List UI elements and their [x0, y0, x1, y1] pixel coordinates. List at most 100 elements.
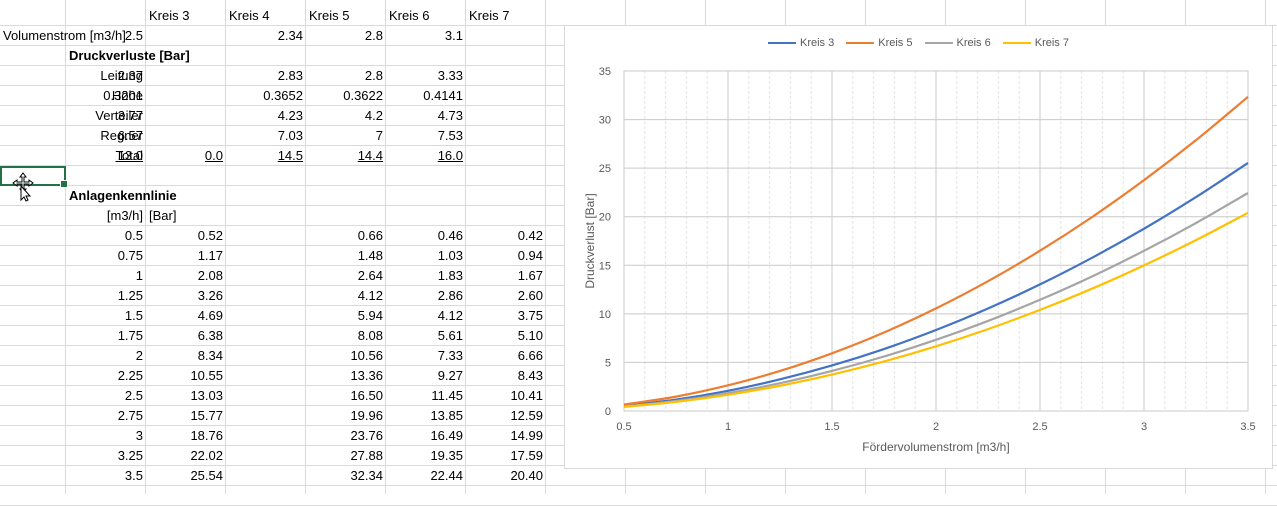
loss-row-value[interactable]: 4.73	[437, 108, 463, 123]
kennlinie-kreis3[interactable]: 2.08	[197, 268, 223, 283]
anlagenkennlinie-heading[interactable]: Anlagenkennlinie	[69, 188, 177, 203]
kennlinie-kreis7[interactable]: 0.94	[517, 248, 543, 263]
fill-handle[interactable]	[60, 180, 68, 188]
kennlinie-kreis7[interactable]: 20.40	[510, 468, 543, 483]
kennlinie-kreis6[interactable]: 7.33	[437, 348, 463, 363]
total-value[interactable]: 14.4	[357, 148, 383, 163]
loss-row-value[interactable]	[146, 86, 226, 106]
kennlinie-kreis5[interactable]: 23.76	[350, 428, 383, 443]
kennlinie-kreis3[interactable]: 10.55	[190, 368, 223, 383]
line-chart[interactable]: Kreis 3 Kreis 5 Kreis 6 Kreis 7 0 5 10 15 20 25 3…	[564, 25, 1273, 469]
volumenstrom-value[interactable]: 2.5	[124, 28, 143, 43]
kennlinie-kreis3[interactable]: 8.34	[197, 348, 223, 363]
column-header-cell[interactable]: Kreis 4	[229, 8, 270, 23]
kennlinie-kreis6[interactable]: 16.49	[430, 428, 463, 443]
volumenstrom-label[interactable]: Volumenstrom [m3/h]	[3, 28, 126, 43]
kennlinie-kreis5[interactable]: 32.34	[350, 468, 383, 483]
column-header-cell[interactable]: Kreis 6	[389, 8, 430, 23]
kennlinie-kreis5[interactable]: 4.12	[357, 288, 383, 303]
unit-bar-label[interactable]: [Bar]	[149, 208, 177, 223]
loss-row-value[interactable]: 0.3201	[103, 88, 143, 103]
kennlinie-flow[interactable]: 2.75	[117, 408, 143, 423]
loss-row-label[interactable]: Regner	[100, 128, 143, 143]
loss-row-value[interactable]	[146, 126, 226, 146]
kennlinie-kreis3[interactable]: 13.03	[190, 388, 223, 403]
loss-row-value[interactable]: 2.8	[364, 68, 383, 83]
column-header-cell[interactable]: Kreis 5	[309, 8, 350, 23]
volumenstrom-value[interactable]	[146, 26, 226, 46]
kennlinie-flow[interactable]: 0.75	[117, 248, 143, 263]
kennlinie-kreis7[interactable]: 2.60	[517, 288, 543, 303]
loss-row-value[interactable]	[146, 106, 226, 126]
kennlinie-flow[interactable]: 1.75	[117, 328, 143, 343]
kennlinie-flow[interactable]: 3	[135, 428, 143, 443]
kennlinie-kreis7[interactable]: 6.66	[517, 348, 543, 363]
kennlinie-flow[interactable]: 0.5	[124, 228, 143, 243]
kennlinie-kreis3[interactable]: 3.26	[197, 288, 223, 303]
kennlinie-kreis3[interactable]: 18.76	[190, 428, 223, 443]
kennlinie-kreis5[interactable]: 2.64	[357, 268, 383, 283]
volumenstrom-value[interactable]: 2.34	[277, 28, 303, 43]
loss-row-label[interactable]: Verteiler	[95, 108, 143, 123]
kennlinie-kreis6[interactable]: 2.86	[437, 288, 463, 303]
kennlinie-kreis7[interactable]: 3.75	[517, 308, 543, 323]
kennlinie-kreis5[interactable]: 10.56	[350, 348, 383, 363]
kennlinie-kreis7[interactable]: 14.99	[510, 428, 543, 443]
total-value[interactable]: 14.5	[277, 148, 303, 163]
kennlinie-kreis3[interactable]: 6.38	[197, 328, 223, 343]
kennlinie-kreis6[interactable]: 19.35	[430, 448, 463, 463]
loss-row-label[interactable]: Höhe	[111, 88, 143, 103]
kennlinie-flow[interactable]: 1	[135, 268, 143, 283]
kennlinie-kreis7[interactable]: 5.10	[517, 328, 543, 343]
loss-row-value[interactable]: 3.33	[437, 68, 463, 83]
kennlinie-flow[interactable]: 1.5	[124, 308, 143, 323]
kennlinie-flow[interactable]: 1.25	[117, 288, 143, 303]
kennlinie-kreis3[interactable]: 22.02	[190, 448, 223, 463]
kennlinie-kreis6[interactable]: 9.27	[437, 368, 463, 383]
loss-row-value[interactable]: 0.3652	[263, 88, 303, 103]
loss-row-value[interactable]: 0.3622	[343, 88, 383, 103]
kennlinie-flow[interactable]: 3.5	[124, 468, 143, 483]
kennlinie-kreis3[interactable]: 4.69	[197, 308, 223, 323]
loss-row-value[interactable]: 4.2	[364, 108, 383, 123]
kennlinie-kreis5[interactable]: 13.36	[350, 368, 383, 383]
kennlinie-kreis7[interactable]: 8.43	[517, 368, 543, 383]
loss-row-value[interactable]: 6.57	[117, 128, 143, 143]
kennlinie-kreis7[interactable]: 12.59	[510, 408, 543, 423]
kennlinie-kreis6[interactable]: 13.85	[430, 408, 463, 423]
kennlinie-kreis3[interactable]: 0.52	[197, 228, 223, 243]
loss-row-value[interactable]	[146, 66, 226, 86]
kennlinie-kreis3[interactable]: 15.77	[190, 408, 223, 423]
kennlinie-kreis6[interactable]: 11.45	[431, 388, 463, 403]
kennlinie-kreis6[interactable]: 5.61	[437, 328, 463, 343]
loss-row-value[interactable]: 7.03	[277, 128, 303, 143]
loss-row-value[interactable]: 7.53	[437, 128, 463, 143]
kennlinie-kreis5[interactable]: 19.96	[350, 408, 383, 423]
column-header-cell[interactable]: Kreis 7	[469, 8, 510, 23]
loss-row-value[interactable]: 4.23	[277, 108, 303, 123]
loss-row-value[interactable]: 0.4141	[423, 88, 463, 103]
total-label[interactable]: Total	[115, 148, 143, 163]
kennlinie-kreis5[interactable]: 27.88	[350, 448, 383, 463]
total-value[interactable]: 0.0	[204, 148, 223, 163]
kennlinie-flow[interactable]: 3.25	[117, 448, 143, 463]
kennlinie-kreis5[interactable]: 5.94	[357, 308, 383, 323]
kennlinie-kreis7[interactable]: 10.41	[510, 388, 543, 403]
loss-row-value[interactable]: 3.77	[117, 108, 143, 123]
kennlinie-flow[interactable]: 2.25	[117, 368, 143, 383]
loss-row-value[interactable]: 7	[375, 128, 383, 143]
loss-row-label[interactable]: Leitung	[100, 68, 143, 83]
loss-row-value[interactable]: 2.83	[277, 68, 303, 83]
kennlinie-kreis5[interactable]: 0.66	[357, 228, 383, 243]
total-value[interactable]: 16.0	[437, 148, 463, 163]
loss-row-value[interactable]: 2.37	[117, 68, 143, 83]
kennlinie-kreis5[interactable]: 8.08	[357, 328, 383, 343]
kennlinie-kreis6[interactable]: 1.83	[437, 268, 463, 283]
column-header-cell[interactable]: Kreis 3	[149, 8, 190, 23]
kennlinie-kreis7[interactable]: 17.59	[510, 448, 543, 463]
kennlinie-kreis3[interactable]: 1.17	[197, 248, 223, 263]
kennlinie-kreis7[interactable]: 0.42	[517, 228, 543, 243]
kennlinie-flow[interactable]: 2	[135, 348, 143, 363]
kennlinie-flow[interactable]: 2.5	[124, 388, 143, 403]
kennlinie-kreis3[interactable]: 25.54	[190, 468, 223, 483]
